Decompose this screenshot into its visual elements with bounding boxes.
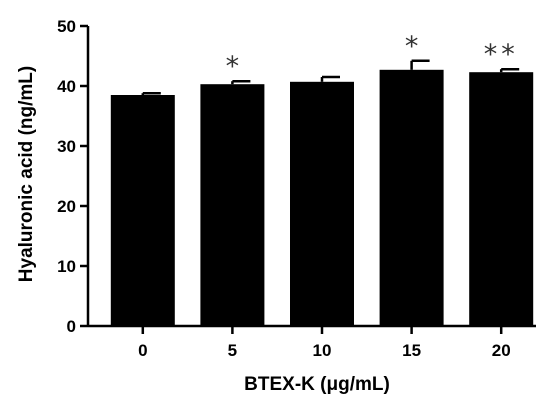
bars: ** ** — [110, 31, 534, 327]
significance-mark-20: ** — [484, 39, 519, 70]
x-tick-label: 0 — [138, 341, 147, 360]
bar-0 — [110, 95, 175, 326]
x-tick-label: 5 — [228, 341, 237, 360]
x-axis-ticks: 0 5 10 15 20 — [138, 326, 511, 360]
y-tick-label: 20 — [57, 197, 76, 216]
y-axis-title: Hyaluronic acid (ng/mL) — [16, 66, 37, 282]
significance-mark-15: * — [405, 31, 419, 62]
y-tick-label: 40 — [57, 77, 76, 96]
y-tick-label: 0 — [67, 317, 76, 336]
y-tick-label: 50 — [57, 17, 76, 36]
bar-15 — [379, 69, 444, 327]
bar-10 — [290, 81, 354, 326]
x-tick-label: 15 — [402, 341, 421, 360]
x-tick-label: 20 — [492, 341, 511, 360]
significance-mark-5: * — [226, 51, 240, 82]
y-tick-label: 10 — [57, 257, 76, 276]
bar-5 — [200, 84, 265, 326]
bar-20 — [469, 72, 534, 326]
y-axis-ticks: 0 10 20 30 40 50 — [57, 17, 88, 336]
y-tick-label: 30 — [57, 137, 76, 156]
x-axis-title: BTEX-K (μg/mL) — [244, 374, 390, 395]
x-tick-label: 10 — [313, 341, 332, 360]
